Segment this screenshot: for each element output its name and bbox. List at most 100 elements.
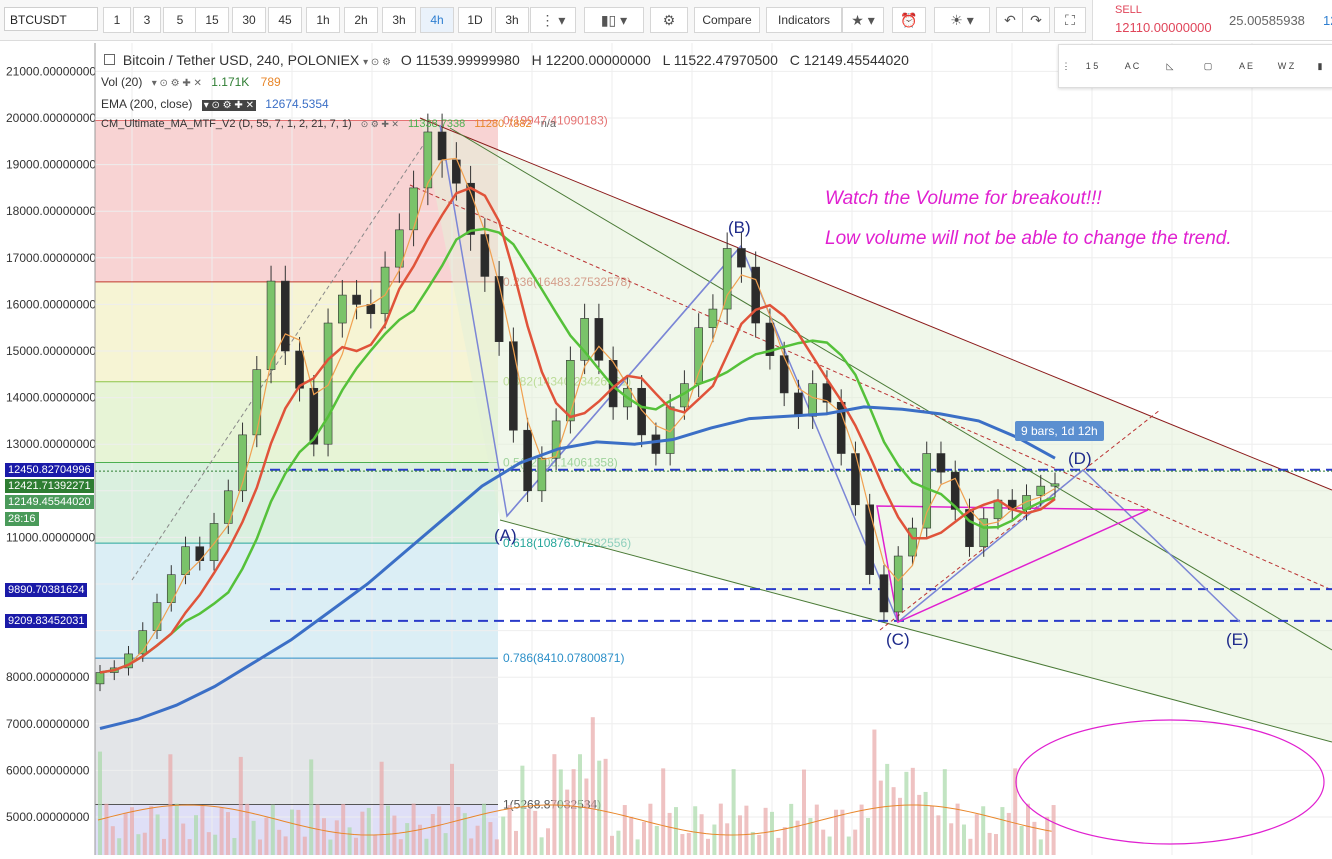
- interval-button-1D[interactable]: 1D: [458, 7, 492, 33]
- volume-bar: [674, 807, 678, 855]
- volume-bar: [622, 805, 627, 855]
- interval-button-4h[interactable]: 4h: [420, 7, 454, 33]
- interval-button-2h[interactable]: 2h: [344, 7, 378, 33]
- pattern-15-icon[interactable]: 1 5: [1085, 61, 1099, 71]
- volume-bar: [891, 787, 896, 855]
- vol-label[interactable]: Vol (20): [101, 75, 143, 89]
- fullscreen-icon[interactable]: ⛶: [1054, 7, 1086, 33]
- volume-bar: [648, 803, 653, 855]
- volume-bar: [258, 839, 262, 855]
- interval-button-3h[interactable]: 3h: [382, 7, 416, 33]
- candle-body: [765, 322, 775, 356]
- candle-body: [380, 266, 390, 315]
- candle-body: [566, 360, 575, 422]
- interval-button-5[interactable]: 5: [163, 7, 197, 33]
- candle-body: [452, 159, 461, 184]
- volume-bar: [776, 837, 781, 855]
- sell-label[interactable]: SELL: [1115, 4, 1142, 16]
- candle-body: [950, 471, 960, 510]
- volume-bar: [859, 804, 864, 855]
- volume-bar: [1032, 821, 1037, 855]
- alert-clock-icon[interactable]: ⏰: [892, 7, 926, 33]
- volume-bar: [251, 820, 256, 855]
- candle-body: [822, 383, 832, 403]
- candle-body: [936, 453, 946, 473]
- candle-body: [209, 523, 219, 561]
- fib-zone: [95, 462, 498, 544]
- candle-body: [965, 509, 974, 548]
- volume-bar: [814, 804, 819, 855]
- volume-bar: [1051, 805, 1056, 855]
- gear-icon[interactable]: ⚙: [650, 7, 688, 33]
- rectangle-icon[interactable]: ▢: [1203, 61, 1213, 71]
- channel-fill: [420, 118, 1332, 742]
- annotation-volume-breakout[interactable]: Watch the Volume for breakout!!!: [825, 188, 1102, 209]
- interval-button-1h[interactable]: 1h: [306, 7, 340, 33]
- volume-bar: [437, 806, 442, 855]
- volume-bar: [200, 805, 205, 855]
- volume-bar: [309, 759, 314, 855]
- pattern-ae-icon[interactable]: A E: [1238, 61, 1253, 71]
- interval-button-30[interactable]: 30: [232, 7, 266, 33]
- price-tag: 9209.83452031: [5, 614, 88, 628]
- volume-bar: [878, 780, 883, 855]
- panel-toggle-icon[interactable]: ▮: [1317, 61, 1323, 71]
- top-toolbar: BTCUSDT 1 3 5 15 30 45 1h 2h 3h 4h 1D 3h ⋮ ▾ ▮▯ ▾ ⚙…: [0, 0, 1332, 41]
- compare-button[interactable]: Compare: [694, 7, 760, 33]
- volume-bar: [494, 839, 499, 855]
- lightbulb-icon[interactable]: ☀ ▾: [934, 7, 990, 33]
- chart-canvas[interactable]: 0(19947.41090183)0.236(16483.27532578)0.…: [0, 41, 1332, 859]
- symbol-search-input[interactable]: BTCUSDT: [4, 7, 98, 31]
- volume-bar: [1019, 825, 1024, 855]
- candle-body: [437, 131, 447, 161]
- interval-button-1[interactable]: 1: [103, 7, 131, 33]
- redo-icon[interactable]: ↷: [1022, 7, 1050, 33]
- annotation-low-volume[interactable]: Low volume will not be able to change th…: [825, 228, 1232, 249]
- collapse-icon[interactable]: [104, 54, 115, 65]
- volume-bar: [475, 825, 480, 855]
- ma-green-line: [99, 227, 1056, 674]
- buy-price-partial[interactable]: 12: [1323, 13, 1332, 28]
- volume-bar: [610, 835, 614, 855]
- candle-body: [266, 280, 276, 370]
- candle-body: [879, 574, 889, 613]
- vol-value: 1.171K: [211, 75, 250, 89]
- drag-handle-icon[interactable]: ⋮: [1061, 61, 1071, 71]
- volume-legend: Vol (20) ▾ ⊙ ⚙ ✚ ✕ 1.171K 789: [101, 75, 281, 89]
- interval-button-3[interactable]: 3: [133, 7, 161, 33]
- cm-label[interactable]: CM_Ultimate_MA_MTF_V2 (D, 55, 7, 1, 2, 2…: [101, 118, 352, 130]
- volume-bar: [206, 832, 211, 855]
- candle-style-icon[interactable]: ▮▯ ▾: [584, 7, 644, 33]
- ema-value: 12674.5354: [265, 97, 329, 111]
- cm-value-2: 11280.7882: [474, 118, 532, 130]
- candle-body: [908, 527, 917, 557]
- star-icon[interactable]: ★ ▾: [842, 7, 884, 33]
- indicators-button[interactable]: Indicators: [766, 7, 842, 33]
- volume-bar: [603, 758, 608, 855]
- candle-body: [851, 453, 860, 506]
- sell-price[interactable]: 12110.00000000: [1115, 20, 1212, 35]
- interval-button-15[interactable]: 15: [195, 7, 229, 33]
- dashed-trend: [879, 409, 1161, 631]
- pattern-ac-icon[interactable]: A C: [1124, 61, 1140, 71]
- volume-bar: [187, 839, 192, 855]
- volume-bar: [136, 834, 141, 855]
- volume-ma-line: [97, 804, 1052, 836]
- candle-body: [694, 327, 703, 384]
- fib-label-0.786: 0.786(8410.07800871): [503, 651, 624, 665]
- chart-area[interactable]: 0(19947.41090183)0.236(16483.27532578)0.…: [0, 41, 1332, 859]
- triangle-pattern-icon[interactable]: ◺: [1166, 61, 1174, 71]
- interval-button-3h[interactable]: 3h: [495, 7, 529, 33]
- y-axis-label: 17000.00000000: [6, 251, 96, 265]
- interval-more-dropdown[interactable]: ⋮ ▾: [530, 7, 576, 33]
- volume-bar: [968, 838, 973, 855]
- undo-icon[interactable]: ↶: [996, 7, 1024, 33]
- pattern-wz-icon[interactable]: W Z: [1277, 61, 1295, 71]
- ema-label[interactable]: EMA (200, close): [101, 97, 193, 111]
- interval-button-45[interactable]: 45: [268, 7, 302, 33]
- ohlc-open: O 11539.99999980: [400, 52, 520, 68]
- price-tag: 12149.45544020: [5, 495, 94, 509]
- candle-body: [138, 630, 148, 655]
- volume-bar: [174, 803, 179, 855]
- volume-bar: [770, 811, 774, 855]
